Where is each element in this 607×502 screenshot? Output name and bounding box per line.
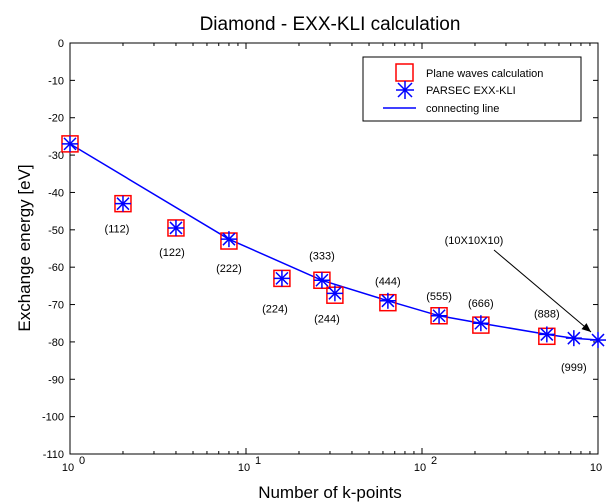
y-tick-label: 0 xyxy=(58,38,64,50)
annotation-label: (224) xyxy=(262,303,288,315)
annotations-group: (112) (122) (222) (224) (333) (244) (444) (555)… xyxy=(105,224,592,374)
annotation-label: (333) xyxy=(309,250,335,262)
y-tick-label: -40 xyxy=(48,187,64,199)
x-tick-label: 10 xyxy=(414,462,426,474)
parsec-star-point xyxy=(326,285,343,302)
y-tick-label: -30 xyxy=(48,150,64,162)
x-tick-label: 10 xyxy=(238,462,250,474)
annotation-label: (555) xyxy=(426,291,452,303)
parsec-star-point xyxy=(590,332,606,349)
legend: Plane waves calculation PARSEC EXX-KLI c… xyxy=(362,56,582,122)
x-tick-label: 10 xyxy=(590,462,602,474)
y-tick-label: -10 xyxy=(48,75,64,87)
parsec-star-point xyxy=(313,272,330,289)
annotation-arrow xyxy=(493,249,592,333)
parsec-star-point xyxy=(62,135,78,152)
parsec-star-point xyxy=(472,315,489,332)
legend-label-connecting-line: connecting line xyxy=(426,103,499,115)
annotation-label: (888) xyxy=(534,308,560,320)
annotation-label: (222) xyxy=(216,263,242,275)
annotation-label: (122) xyxy=(159,247,185,259)
parsec-star-point xyxy=(431,307,448,324)
parsec-star-point xyxy=(538,326,555,343)
plot-series-group xyxy=(61,135,606,349)
parsec-star-point xyxy=(114,195,131,212)
y-tick-label: -20 xyxy=(48,113,64,125)
x-tick-exponent: 0 xyxy=(79,455,85,467)
annotation-arrowhead xyxy=(581,323,591,332)
legend-label-parsec: PARSEC EXX-KLI xyxy=(426,85,516,97)
annotation-label: (112) xyxy=(105,224,130,236)
y-axis-label: Exchange energy [eV] xyxy=(15,164,34,331)
parsec-star-point xyxy=(167,219,184,236)
annotation-label: (10X10X10) xyxy=(445,235,504,247)
y-tick-label: -50 xyxy=(48,225,64,237)
chart-title: Diamond - EXX-KLI calculation xyxy=(200,14,461,35)
x-tick-exponent: 1 xyxy=(255,455,261,467)
y-tick-label: -110 xyxy=(43,449,64,461)
legend-label-plane-waves: Plane waves calculation xyxy=(426,68,543,80)
y-tick-label: -70 xyxy=(48,300,64,312)
y-tick-label: -90 xyxy=(48,374,64,386)
parsec-star-point xyxy=(220,231,237,248)
annotation-label: (244) xyxy=(314,313,340,325)
x-axis: 100101102103 xyxy=(62,43,602,474)
x-tick-exponent: 2 xyxy=(431,455,437,467)
parsec-star-point xyxy=(379,292,396,309)
x-axis-label: Number of k-points xyxy=(258,483,402,502)
y-tick-label: -100 xyxy=(42,412,64,424)
parsec-star-point xyxy=(565,330,582,347)
y-tick-label: -80 xyxy=(48,337,64,349)
legend-star-marker xyxy=(396,81,414,99)
y-axis: 0 -10 -20 -30 -40 -50 -60 -70 -80 -90 -100 -110 xyxy=(42,38,598,461)
annotation-label: (444) xyxy=(375,276,401,288)
y-tick-label: -60 xyxy=(48,262,64,274)
parsec-star-point xyxy=(273,270,290,287)
x-tick-label: 10 xyxy=(62,462,74,474)
annotation-label: (999) xyxy=(561,362,587,374)
legend-box xyxy=(362,56,582,122)
annotation-label: (666) xyxy=(468,298,494,310)
